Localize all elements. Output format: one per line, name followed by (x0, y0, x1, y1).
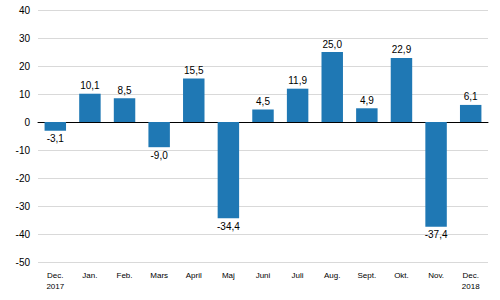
svg-text:15,5: 15,5 (184, 65, 204, 76)
svg-text:Dec.: Dec. (462, 271, 478, 280)
svg-text:Maj: Maj (222, 271, 235, 280)
svg-text:-50: -50 (16, 257, 31, 268)
svg-text:10,1: 10,1 (80, 80, 100, 91)
svg-text:6,1: 6,1 (464, 91, 478, 102)
svg-text:-9,0: -9,0 (151, 150, 169, 161)
svg-text:Juli: Juli (292, 271, 304, 280)
svg-text:40: 40 (19, 5, 31, 16)
svg-text:-10: -10 (16, 145, 31, 156)
svg-text:-37,4: -37,4 (425, 229, 448, 240)
svg-text:Dec.: Dec. (47, 271, 63, 280)
svg-text:Okt.: Okt. (394, 271, 409, 280)
svg-text:-20: -20 (16, 173, 31, 184)
svg-text:11,9: 11,9 (288, 75, 307, 86)
svg-text:Sept.: Sept. (358, 271, 377, 280)
svg-text:0: 0 (24, 117, 30, 128)
svg-text:4,5: 4,5 (256, 96, 270, 107)
svg-text:-40: -40 (16, 229, 31, 240)
svg-text:-30: -30 (16, 201, 31, 212)
svg-text:Mars: Mars (150, 271, 168, 280)
svg-text:-34,4: -34,4 (217, 221, 240, 232)
svg-text:25,0: 25,0 (322, 39, 342, 50)
svg-text:22,9: 22,9 (392, 44, 412, 55)
svg-text:20: 20 (19, 61, 31, 72)
svg-text:4,9: 4,9 (360, 95, 374, 106)
svg-text:Jan.: Jan. (82, 271, 97, 280)
svg-text:10: 10 (19, 89, 31, 100)
svg-text:Nov.: Nov. (428, 271, 444, 280)
svg-text:Feb.: Feb. (117, 271, 133, 280)
svg-text:Aug.: Aug. (324, 271, 340, 280)
svg-text:30: 30 (19, 33, 31, 44)
svg-text:2018: 2018 (462, 282, 480, 291)
svg-text:April: April (186, 271, 202, 280)
svg-text:2017: 2017 (46, 282, 64, 291)
svg-text:8,5: 8,5 (118, 85, 132, 96)
svg-text:-3,1: -3,1 (47, 133, 65, 144)
svg-text:Juni: Juni (256, 271, 271, 280)
